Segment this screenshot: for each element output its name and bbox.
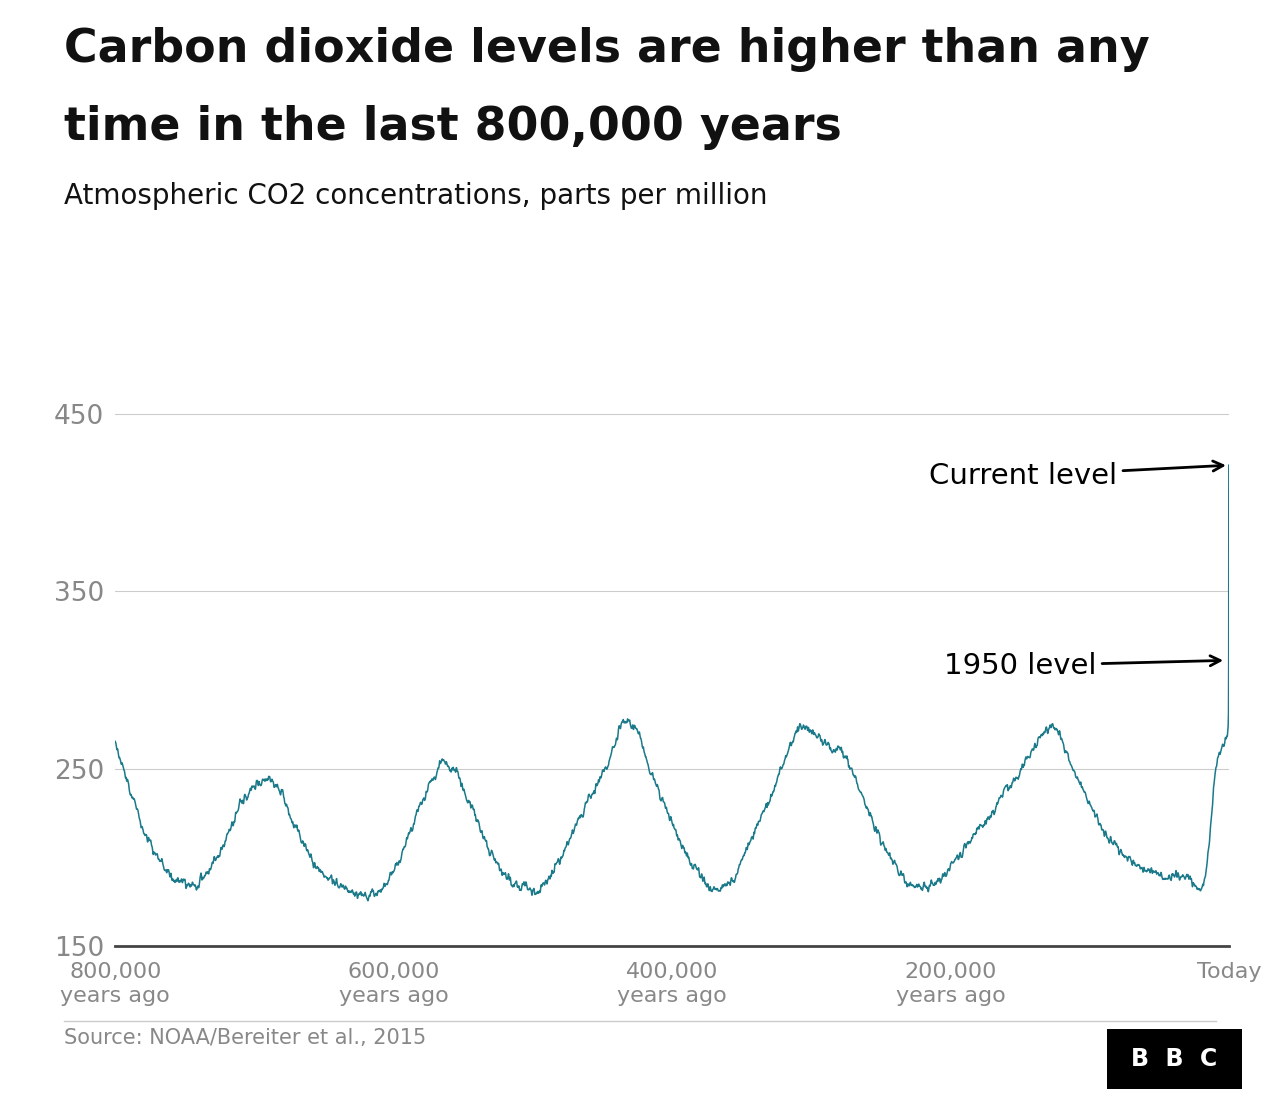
Text: Source: NOAA/Bereiter et al., 2015: Source: NOAA/Bereiter et al., 2015: [64, 1028, 426, 1048]
Text: Current level: Current level: [929, 461, 1222, 490]
Text: 600,000
years ago: 600,000 years ago: [339, 962, 448, 1005]
Text: time in the last 800,000 years: time in the last 800,000 years: [64, 104, 842, 150]
Text: 1950 level: 1950 level: [945, 651, 1220, 680]
Text: 800,000
years ago: 800,000 years ago: [60, 962, 170, 1005]
Text: 200,000
years ago: 200,000 years ago: [896, 962, 1005, 1005]
Text: Atmospheric CO2 concentrations, parts per million: Atmospheric CO2 concentrations, parts pe…: [64, 182, 768, 209]
Text: B  B  C: B B C: [1132, 1047, 1217, 1070]
Text: Carbon dioxide levels are higher than any: Carbon dioxide levels are higher than an…: [64, 28, 1149, 73]
Text: Today: Today: [1197, 962, 1261, 982]
Text: 400,000
years ago: 400,000 years ago: [617, 962, 727, 1005]
